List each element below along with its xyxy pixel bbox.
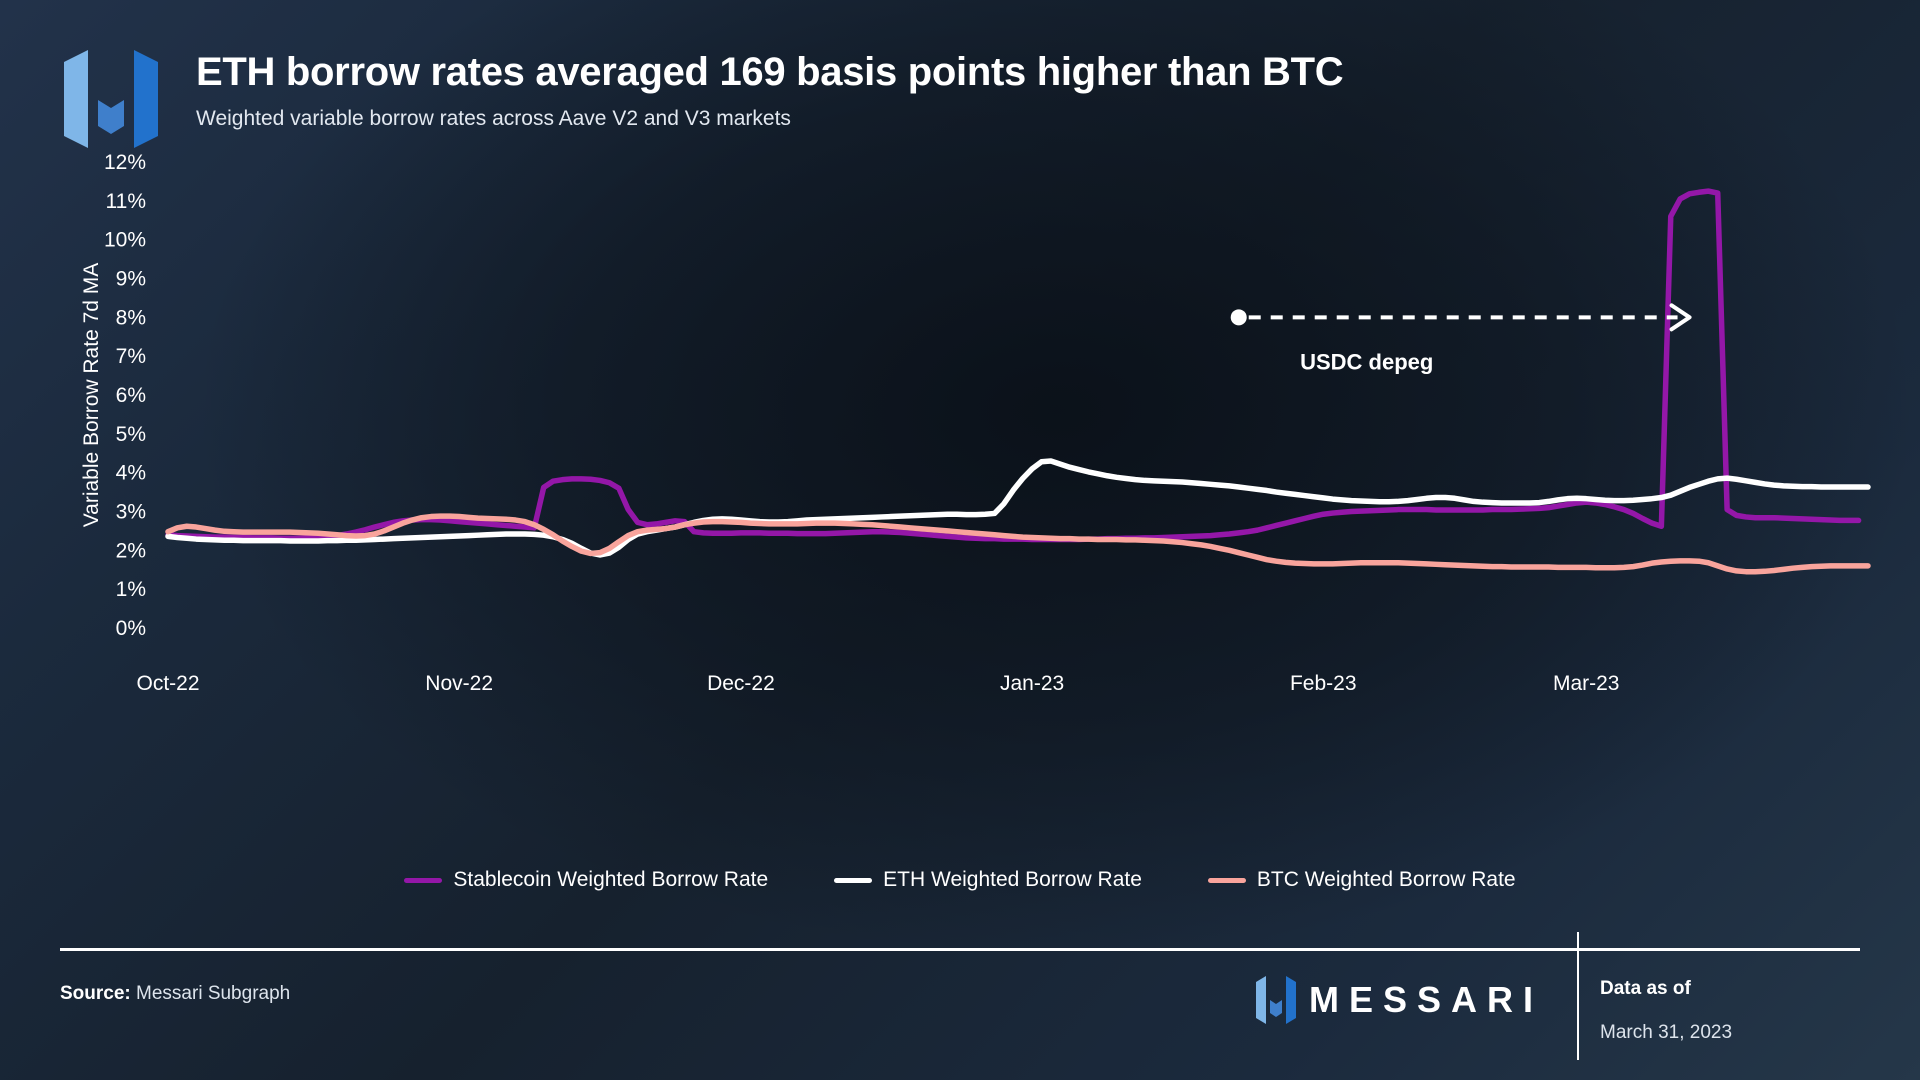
- annotation-label: USDC depeg: [1300, 349, 1433, 374]
- x-axis-tick-mar-23: Mar-23: [1553, 672, 1620, 695]
- header: ETH borrow rates averaged 169 basis poin…: [0, 0, 1920, 172]
- y-axis-tick-labels: 12% 11% 10% 9% 8% 7% 6% 5% 4% 3% 2% 1% 0%: [104, 151, 146, 640]
- x-axis-tick-nov-22: Nov-22: [425, 672, 493, 695]
- data-as-of-label: Data as of: [1600, 978, 1691, 999]
- legend-label: BTC Weighted Borrow Rate: [1256, 868, 1516, 891]
- y-axis-tick-6pct: 6%: [116, 384, 146, 407]
- x-axis-tick-oct-22: Oct-22: [136, 672, 199, 695]
- data-as-of-value: March 31, 2023: [1600, 1022, 1733, 1043]
- source-value: Messari Subgraph: [136, 983, 291, 1004]
- data-series-group: [165, 188, 1871, 575]
- legend-swatch-icon: [834, 877, 873, 883]
- x-axis-tick-dec-22: Dec-22: [707, 672, 775, 695]
- y-axis-tick-4pct: 4%: [116, 462, 146, 485]
- messari-m-logo-icon: [1256, 976, 1296, 1024]
- series-line-btc: [165, 513, 1871, 575]
- y-axis-tick-7pct: 7%: [116, 345, 146, 368]
- legend-item-btc[interactable]: BTC Weighted Borrow Rate: [1207, 868, 1516, 892]
- y-axis-tick-0pct: 0%: [116, 617, 146, 640]
- x-axis-tick-labels: Oct-22 Nov-22 Dec-22 Jan-23 Feb-23 Mar-23: [136, 672, 1619, 695]
- legend-item-eth[interactable]: ETH Weighted Borrow Rate: [834, 868, 1142, 892]
- y-axis-tick-11pct: 11%: [106, 190, 146, 213]
- messari-wordmark: MESSARI: [1309, 979, 1544, 1020]
- y-axis-tick-1pct: 1%: [116, 578, 146, 601]
- messari-m-logo-icon: [64, 50, 158, 148]
- legend-label: Stablecoin Weighted Borrow Rate: [453, 868, 769, 891]
- y-axis-tick-9pct: 9%: [116, 268, 146, 291]
- series-line-eth: [165, 458, 1871, 558]
- y-axis-tick-3pct: 3%: [116, 501, 146, 524]
- legend-label: ETH Weighted Borrow Rate: [883, 868, 1142, 891]
- chart-legend: Stablecoin Weighted Borrow Rate ETH Weigh…: [0, 868, 1920, 892]
- title-block: ETH borrow rates averaged 169 basis poin…: [196, 50, 1880, 131]
- annotation-start-dot: [1230, 309, 1247, 326]
- x-axis-tick-jan-23: Jan-23: [1000, 672, 1064, 695]
- line-chart-svg: 12% 11% 10% 9% 8% 7% 6% 5% 4% 3% 2% 1% 0% Oct-22 Nov-…: [80, 151, 1871, 695]
- chart-plot-area: 12% 11% 10% 9% 8% 7% 6% 5% 4% 3% 2% 1% 0% Oct-22 Nov-…: [0, 150, 1920, 830]
- footer-divider-rule: [60, 948, 1860, 951]
- y-axis-tick-10pct: 10%: [104, 229, 146, 252]
- page-title: ETH borrow rates averaged 169 basis poin…: [196, 50, 1344, 94]
- y-axis-tick-12pct: 12%: [104, 151, 146, 174]
- x-axis-tick-feb-23: Feb-23: [1290, 672, 1357, 695]
- legend-item-stablecoin[interactable]: Stablecoin Weighted Borrow Rate: [404, 868, 768, 892]
- source-label: Source:: [60, 983, 131, 1004]
- messari-brand: MESSARI: [1255, 975, 1543, 1025]
- page-subtitle: Weighted variable borrow rates across Aa…: [196, 106, 791, 130]
- footer-vertical-divider: [1577, 932, 1579, 1060]
- legend-swatch-icon: [404, 877, 443, 883]
- usdc-depeg-annotation: USDC depeg: [1230, 303, 1692, 374]
- y-axis-tick-2pct: 2%: [116, 539, 146, 562]
- y-axis-title: Variable Borrow Rate 7d MA: [80, 263, 103, 528]
- legend-swatch-icon: [1207, 877, 1246, 883]
- annotation-arrowhead-icon: [1669, 303, 1692, 332]
- source-credit: Source: Messari Subgraph: [60, 983, 290, 1005]
- y-axis-tick-8pct: 8%: [116, 306, 146, 329]
- y-axis-tick-5pct: 5%: [116, 423, 146, 446]
